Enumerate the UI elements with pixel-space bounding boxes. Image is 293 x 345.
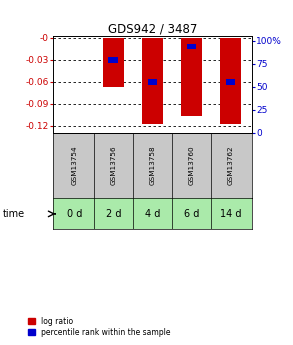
Text: GSM13754: GSM13754: [71, 146, 77, 185]
Text: GSM13762: GSM13762: [227, 146, 234, 185]
Bar: [226, 79, 235, 85]
Bar: [181, 38, 202, 116]
Text: 6 d: 6 d: [184, 209, 199, 219]
Text: 4 d: 4 d: [145, 209, 160, 219]
Text: 0 d: 0 d: [67, 209, 82, 219]
Legend: log ratio, percentile rank within the sample: log ratio, percentile rank within the sa…: [27, 316, 171, 338]
Text: GSM13758: GSM13758: [149, 146, 155, 185]
Text: 2 d: 2 d: [105, 209, 121, 219]
Bar: [187, 43, 196, 49]
Bar: [220, 38, 241, 124]
Text: GDS942 / 3487: GDS942 / 3487: [108, 22, 197, 36]
Text: 14 d: 14 d: [220, 209, 241, 219]
Bar: [103, 38, 124, 87]
Bar: [147, 79, 157, 85]
Text: GSM13760: GSM13760: [188, 146, 195, 185]
Bar: [108, 57, 118, 62]
Bar: [142, 38, 163, 124]
Text: time: time: [3, 209, 25, 219]
Text: GSM13756: GSM13756: [110, 146, 116, 185]
